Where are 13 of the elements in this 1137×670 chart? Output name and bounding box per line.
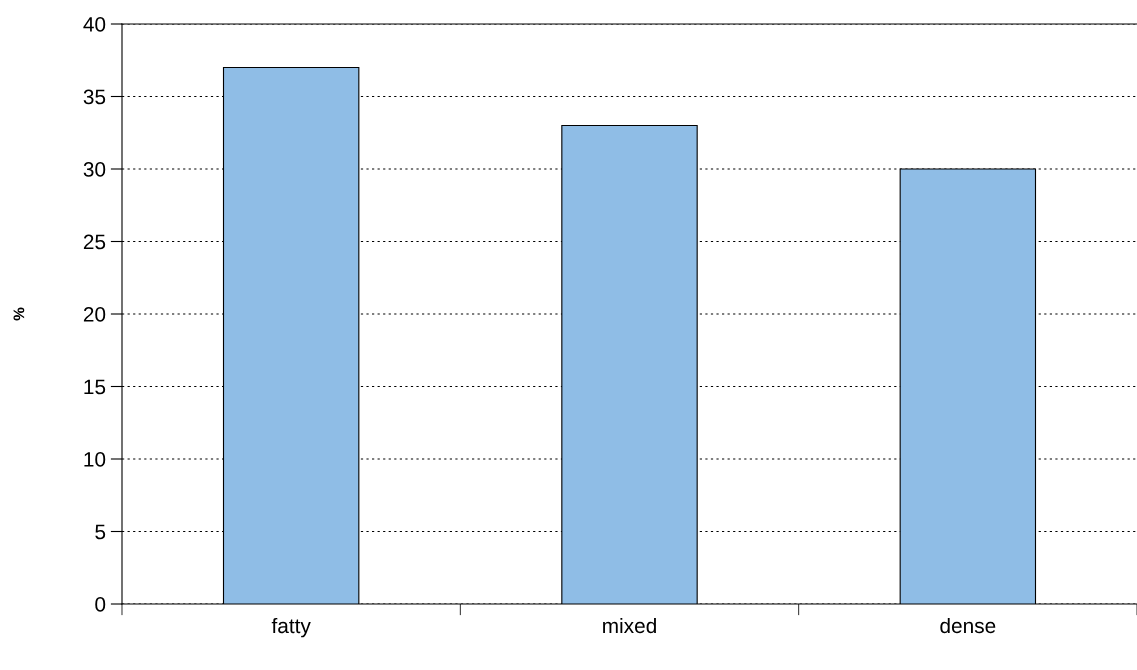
y-tick-label: 40: [83, 17, 106, 32]
y-tick-label: 20: [83, 307, 106, 322]
y-tick-label: 30: [83, 162, 106, 177]
y-tick-label: 0: [95, 597, 106, 612]
y-tick-label: 35: [83, 89, 106, 105]
y-tick-label: 10: [84, 452, 106, 467]
y-tick-label: 15: [84, 379, 106, 395]
y-axis-title: %: [13, 307, 25, 321]
x-tick-label: dense: [940, 617, 996, 634]
x-tick-label: fatty: [271, 617, 311, 638]
y-tick-label: 5: [95, 524, 106, 540]
y-tick-label: 25: [83, 234, 106, 250]
x-tick-label: mixed: [603, 617, 656, 634]
